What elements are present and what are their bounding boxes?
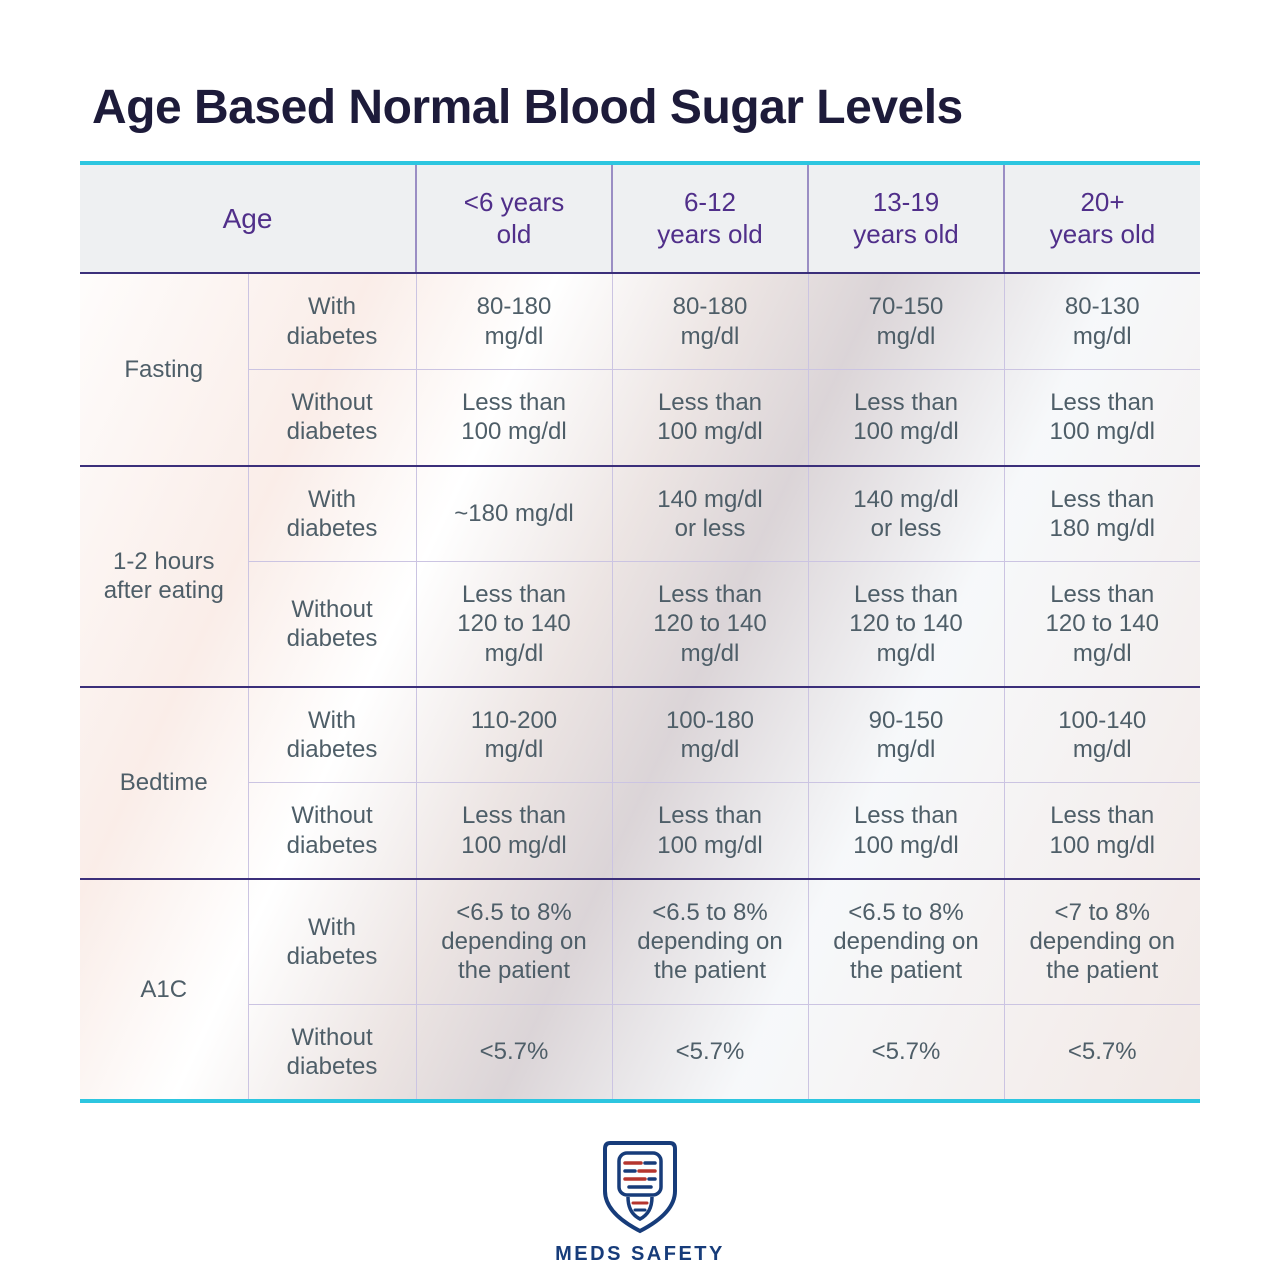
cell: <5.7% bbox=[808, 1004, 1004, 1099]
cell: <5.7% bbox=[416, 1004, 612, 1099]
cell: 140 mg/dlor less bbox=[808, 466, 1004, 562]
cell: 140 mg/dlor less bbox=[612, 466, 808, 562]
cell: 100-140mg/dl bbox=[1004, 687, 1200, 783]
cell: Less than100 mg/dl bbox=[1004, 783, 1200, 879]
sub-postmeal-with: Withdiabetes bbox=[248, 466, 416, 562]
cell: <6.5 to 8%depending onthe patient bbox=[416, 879, 612, 1004]
sub-a1c-with: Withdiabetes bbox=[248, 879, 416, 1004]
cat-fasting: Fasting bbox=[80, 273, 248, 465]
cell: <7 to 8%depending onthe patient bbox=[1004, 879, 1200, 1004]
sub-bedtime-with: Withdiabetes bbox=[248, 687, 416, 783]
cell: <5.7% bbox=[1004, 1004, 1200, 1099]
cat-bedtime: Bedtime bbox=[80, 687, 248, 879]
cell: Less than180 mg/dl bbox=[1004, 466, 1200, 562]
cell: Less than120 to 140mg/dl bbox=[416, 562, 612, 687]
cell: 80-180mg/dl bbox=[416, 273, 612, 369]
cell: 110-200mg/dl bbox=[416, 687, 612, 783]
sub-a1c-without: Withoutdiabetes bbox=[248, 1004, 416, 1099]
cell: <6.5 to 8%depending onthe patient bbox=[808, 879, 1004, 1004]
cell: ~180 mg/dl bbox=[416, 466, 612, 562]
cell: Less than100 mg/dl bbox=[416, 369, 612, 465]
cell: Less than100 mg/dl bbox=[416, 783, 612, 879]
hdr-age-0: <6 yearsold bbox=[416, 165, 612, 273]
hdr-age-3: 20+years old bbox=[1004, 165, 1200, 273]
cat-a1c: A1C bbox=[80, 879, 248, 1099]
cell: Less than100 mg/dl bbox=[808, 783, 1004, 879]
page-title: Age Based Normal Blood Sugar Levels bbox=[92, 80, 1200, 135]
row-bedtime-without: Withoutdiabetes Less than100 mg/dl Less … bbox=[80, 783, 1200, 879]
footer: MEDS SAFETY bbox=[80, 1135, 1200, 1266]
cell: <6.5 to 8%depending onthe patient bbox=[612, 879, 808, 1004]
cell: Less than120 to 140mg/dl bbox=[808, 562, 1004, 687]
row-postmeal-without: Withoutdiabetes Less than120 to 140mg/dl… bbox=[80, 562, 1200, 687]
cell: Less than100 mg/dl bbox=[808, 369, 1004, 465]
hdr-age-2: 13-19years old bbox=[808, 165, 1004, 273]
sub-bedtime-without: Withoutdiabetes bbox=[248, 783, 416, 879]
row-bedtime-with: Bedtime Withdiabetes 110-200mg/dl 100-18… bbox=[80, 687, 1200, 783]
blood-sugar-table: Age <6 yearsold 6-12years old 13-19years… bbox=[80, 165, 1200, 1099]
sub-postmeal-without: Withoutdiabetes bbox=[248, 562, 416, 687]
hdr-age-1: 6-12years old bbox=[612, 165, 808, 273]
brand-logo-icon bbox=[595, 1135, 685, 1235]
cell: Less than120 to 140mg/dl bbox=[612, 562, 808, 687]
cell: Less than100 mg/dl bbox=[612, 783, 808, 879]
table-wrap: Age <6 yearsold 6-12years old 13-19years… bbox=[80, 161, 1200, 1103]
row-a1c-with: A1C Withdiabetes <6.5 to 8%depending ont… bbox=[80, 879, 1200, 1004]
page-container: Age Based Normal Blood Sugar Levels Age … bbox=[80, 80, 1200, 1266]
cell: 100-180mg/dl bbox=[612, 687, 808, 783]
cell: 80-180mg/dl bbox=[612, 273, 808, 369]
row-a1c-without: Withoutdiabetes <5.7% <5.7% <5.7% <5.7% bbox=[80, 1004, 1200, 1099]
row-postmeal-with: 1-2 hoursafter eating Withdiabetes ~180 … bbox=[80, 466, 1200, 562]
row-fasting-with: Fasting Withdiabetes 80-180mg/dl 80-180m… bbox=[80, 273, 1200, 369]
row-fasting-without: Withoutdiabetes Less than100 mg/dl Less … bbox=[80, 369, 1200, 465]
cell: 80-130mg/dl bbox=[1004, 273, 1200, 369]
cat-postmeal: 1-2 hoursafter eating bbox=[80, 466, 248, 687]
cell: 70-150mg/dl bbox=[808, 273, 1004, 369]
sub-fasting-without: Withoutdiabetes bbox=[248, 369, 416, 465]
cell: Less than120 to 140mg/dl bbox=[1004, 562, 1200, 687]
cell: Less than100 mg/dl bbox=[1004, 369, 1200, 465]
cell: Less than100 mg/dl bbox=[612, 369, 808, 465]
hdr-age: Age bbox=[80, 165, 416, 273]
cell: 90-150mg/dl bbox=[808, 687, 1004, 783]
brand-name: MEDS SAFETY bbox=[555, 1243, 725, 1266]
header-row: Age <6 yearsold 6-12years old 13-19years… bbox=[80, 165, 1200, 273]
cell: <5.7% bbox=[612, 1004, 808, 1099]
sub-fasting-with: Withdiabetes bbox=[248, 273, 416, 369]
